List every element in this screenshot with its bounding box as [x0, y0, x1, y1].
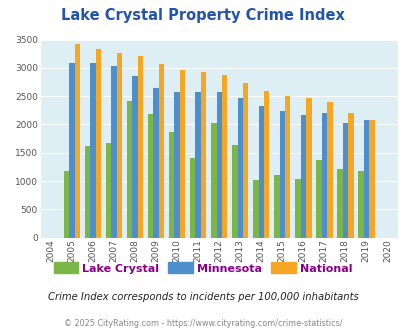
Bar	[96, 49, 101, 238]
Bar	[363, 120, 368, 238]
Bar	[216, 92, 222, 238]
Bar	[69, 63, 75, 238]
Bar	[263, 90, 269, 238]
Bar	[347, 113, 353, 238]
Bar	[305, 98, 311, 238]
Bar	[106, 143, 111, 238]
Bar	[75, 44, 80, 238]
Bar	[195, 92, 200, 238]
Bar	[127, 101, 132, 238]
Bar	[321, 113, 326, 238]
Legend: Lake Crystal, Minnesota, National: Lake Crystal, Minnesota, National	[49, 258, 356, 278]
Bar	[279, 111, 284, 238]
Bar	[368, 120, 374, 238]
Text: © 2025 CityRating.com - https://www.cityrating.com/crime-statistics/: © 2025 CityRating.com - https://www.city…	[64, 319, 341, 328]
Bar	[242, 83, 248, 238]
Text: Crime Index corresponds to incidents per 100,000 inhabitants: Crime Index corresponds to incidents per…	[47, 292, 358, 302]
Bar	[252, 181, 258, 238]
Bar	[64, 171, 69, 238]
Bar	[168, 132, 174, 238]
Bar	[153, 88, 158, 238]
Bar	[273, 175, 279, 238]
Bar	[326, 102, 332, 238]
Bar	[85, 146, 90, 238]
Text: Lake Crystal Property Crime Index: Lake Crystal Property Crime Index	[61, 8, 344, 23]
Bar	[237, 98, 242, 238]
Bar	[258, 106, 263, 238]
Bar	[174, 92, 179, 238]
Bar	[190, 158, 195, 238]
Bar	[132, 76, 138, 238]
Bar	[294, 179, 300, 238]
Bar	[300, 115, 305, 238]
Bar	[90, 63, 96, 238]
Bar	[232, 145, 237, 238]
Bar	[342, 123, 347, 238]
Bar	[357, 171, 363, 238]
Bar	[111, 66, 117, 238]
Bar	[138, 56, 143, 238]
Bar	[148, 114, 153, 238]
Bar	[158, 64, 164, 238]
Bar	[222, 75, 227, 238]
Bar	[200, 72, 206, 238]
Bar	[211, 123, 216, 238]
Bar	[117, 53, 122, 238]
Bar	[336, 169, 342, 238]
Bar	[284, 96, 290, 238]
Bar	[315, 160, 321, 238]
Bar	[179, 70, 185, 238]
